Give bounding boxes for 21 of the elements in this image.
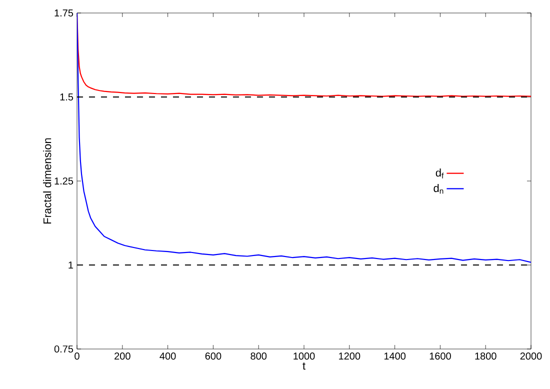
x-tick-label: 0 [74,352,80,360]
legend-label: d$_{n}$ [434,184,444,194]
x-tick-label: 400 [160,352,176,360]
x-axis-title: t [302,362,306,370]
y-tick-label: 1.75 [54,10,74,16]
legend-label: d$_{f}$ [436,168,444,178]
y-tick-label: 1 [68,262,73,268]
x-tick-label: 800 [250,352,267,360]
y-tick-label: 1.5 [60,94,74,100]
y-axis-title: Fractal dimension [43,138,52,224]
y-tick-label: 0.75 [54,345,74,353]
y-tick-label: 1.25 [54,177,74,185]
x-tick-label: 1000 [294,352,315,360]
line-series [77,12,532,263]
x-tick-label: 2000 [520,352,542,360]
x-tick-label: 1600 [430,352,451,360]
x-tick-label: 1200 [339,352,360,360]
x-tick-label: 200 [114,352,130,360]
x-tick-label: 1800 [475,352,496,360]
x-tick-label: 600 [205,352,222,360]
x-tick-label: 1400 [384,352,406,360]
